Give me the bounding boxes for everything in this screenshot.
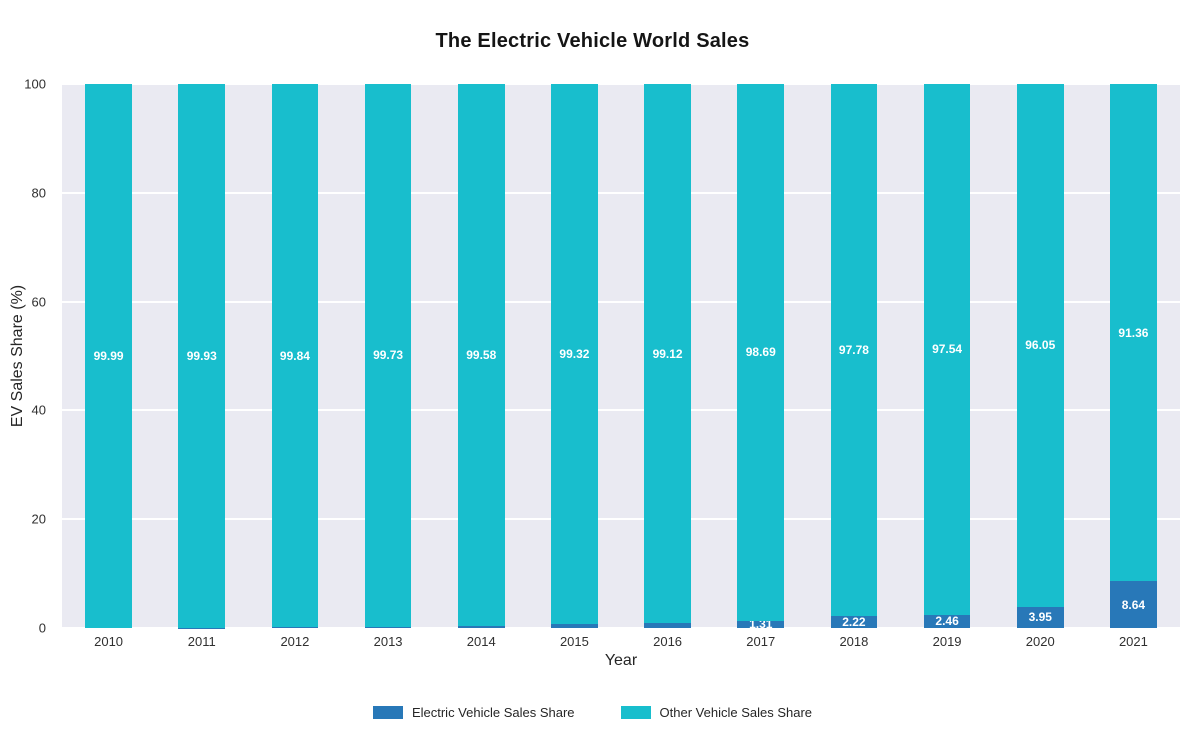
y-tick-label: 40 [31,402,46,418]
bar-value-label: 99.12 [652,346,683,361]
x-tick-label: 2010 [94,634,124,649]
bar-value-label: 97.54 [932,342,963,357]
bar-segment [551,624,598,628]
bar-segment [737,620,785,628]
x-tick-label: 2014 [466,634,496,649]
bar-value-label: 8.64 [1121,597,1146,612]
y-tick-label: 100 [24,76,46,92]
bar-segment [1110,581,1157,628]
bar-segment [85,84,132,628]
bar-value-label: 96.05 [1025,338,1056,353]
bar-value-label: 98.69 [745,345,776,360]
bar-value-label: 3.95 [1028,610,1052,625]
bar-value-label: 91.36 [1118,325,1149,340]
bar-value-label: 99.73 [373,348,404,363]
y-tick-label: 80 [31,185,46,201]
x-tick-label: 2016 [653,634,683,649]
gridline [62,518,1180,521]
bar-segment [830,615,878,628]
x-tick-label: 2018 [839,634,869,649]
legend-label-ev: Electric Vehicle Sales Share [411,705,575,720]
bar-segment [178,84,226,628]
x-tick-label: 2013 [373,634,403,649]
bar-segment [551,84,598,625]
bar-segment [1016,84,1064,607]
bar-segment [271,84,319,628]
gridline [62,300,1180,303]
legend-item-ev: Electric Vehicle Sales Share [372,705,575,720]
x-tick-label: 2011 [187,634,216,649]
bar-segment [364,626,412,628]
chart-title: The Electric Vehicle World Sales [435,30,750,52]
y-tick-label: 60 [31,294,46,310]
x-tick-label: 2020 [1025,634,1055,649]
bar-segment [1016,606,1064,628]
x-tick-label: 2019 [932,634,962,649]
bar-value-label: 99.32 [559,347,590,362]
x-tick-label: 2015 [559,634,589,649]
x-axis-label: Year [604,652,638,669]
legend-swatch-ev [372,706,403,719]
bar-value-label: 2.46 [935,614,959,629]
bar-value-label: 99.93 [186,348,217,363]
bar-segment [923,614,971,628]
gridline [62,83,1180,85]
gridline [62,627,1180,629]
bar-segment [830,84,878,616]
bar-value-label: 1.31 [749,617,773,632]
gridline [62,191,1180,194]
bar-value-label: 2.22 [842,614,866,629]
x-axis-ticks: 2010 2011 2012 2013 2014 2015 2016 2017 2018 2019… [62,634,1180,652]
bar-segment [737,84,785,621]
y-axis-ticks: 0 20 40 60 80 100 [0,77,54,636]
bar-segment [1110,84,1157,581]
bar-value-label: 99.99 [93,348,124,363]
bar-value-label: 97.78 [838,342,869,357]
plot-area: 99.99 99.93 99.84 99.73 99.58 99.32 99.12 1.31 9… [62,83,1180,632]
y-tick-label: 20 [31,511,46,527]
legend-item-other: Other Vehicle Sales Share [620,705,813,720]
bar-segment [457,84,505,626]
bar-value-label: 99.84 [279,348,310,363]
gridline [62,409,1180,412]
bar-segment [364,84,412,627]
y-tick-label: 0 [38,620,46,636]
bar-segment [457,625,505,628]
legend-label-other: Other Vehicle Sales Share [659,705,813,720]
bar-value-label: 99.58 [466,347,497,362]
bar-segment [923,84,971,615]
legend-swatch-other [620,706,651,719]
legend: Electric Vehicle Sales Share Other Vehic… [0,705,1185,720]
bar-segment [644,623,691,628]
x-tick-label: 2021 [1118,634,1148,649]
bar-segment [644,84,691,624]
bar-segment [271,627,319,628]
x-tick-label: 2017 [746,634,776,649]
x-tick-label: 2012 [280,634,310,649]
